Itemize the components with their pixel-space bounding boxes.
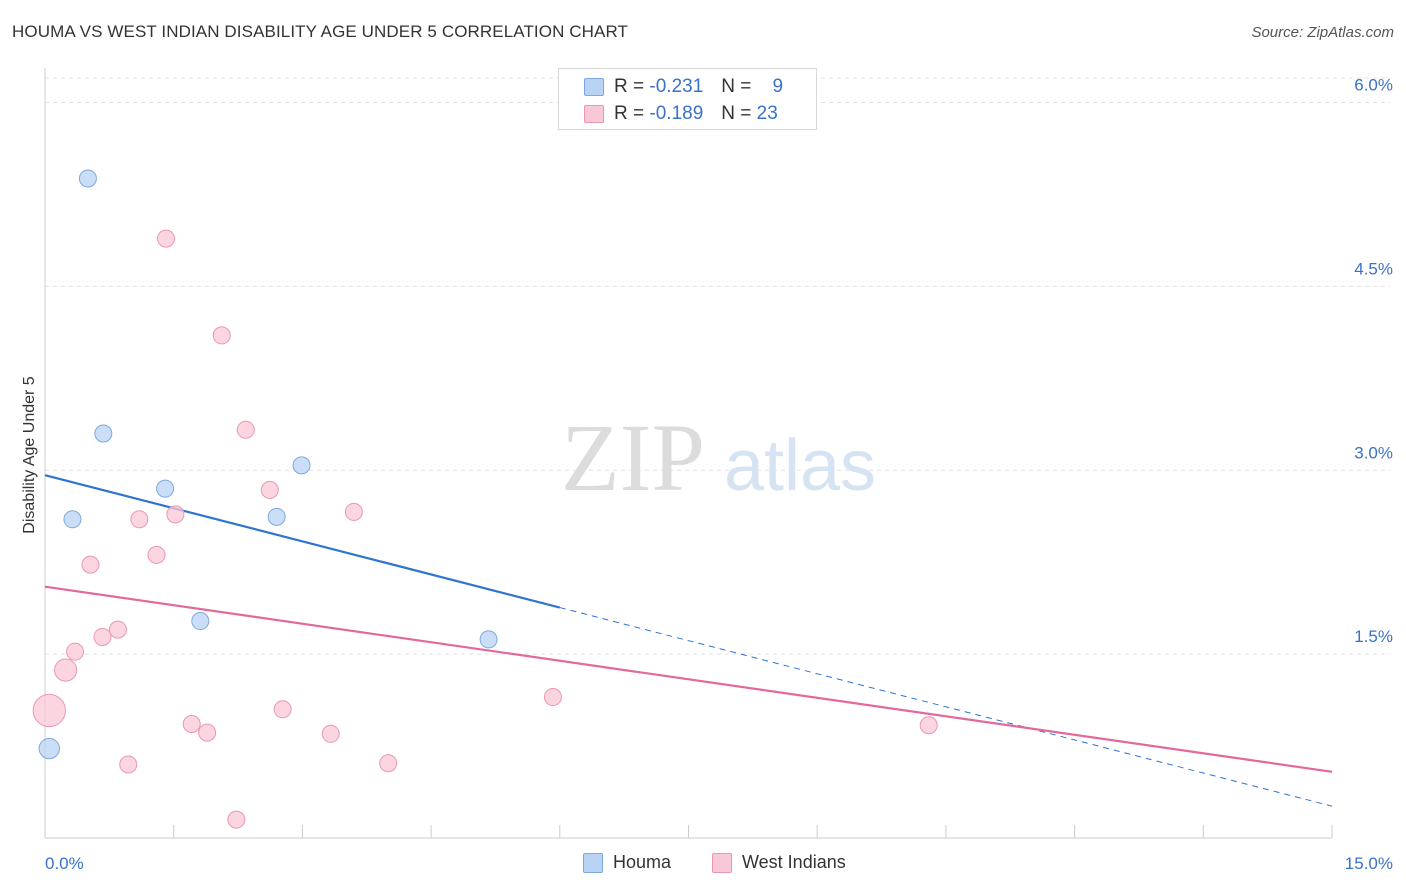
west-indians-point: [543, 688, 562, 707]
west-indians-point: [156, 229, 175, 248]
west-indians-point: [212, 326, 231, 345]
west-indians-point: [344, 502, 363, 521]
houma-r-label: R =: [614, 76, 645, 97]
bottom-legend-houma: Houma: [583, 852, 671, 873]
watermark-atlas: atlas: [724, 426, 876, 506]
x-tick-label-min: 0.0%: [45, 854, 84, 873]
west-indians-n-label: N =: [721, 103, 752, 124]
houma-point: [156, 479, 175, 498]
houma-point: [191, 612, 210, 631]
houma-point: [292, 456, 311, 475]
watermark-zip: ZIP: [561, 404, 705, 511]
west-indians-point: [166, 505, 185, 524]
west-indians-point: [54, 658, 78, 682]
west-indians-r-value: -0.189: [649, 103, 704, 124]
west-indians-point: [236, 420, 255, 439]
west-indians-point: [198, 723, 217, 742]
gridlines: [45, 77, 1390, 655]
west-indians-point: [108, 620, 127, 639]
west-indians-r-label: R =: [614, 103, 645, 124]
y-tick-label: 3.0%: [1354, 443, 1393, 462]
houma-point: [267, 507, 286, 526]
y-tick-label: 1.5%: [1354, 627, 1393, 646]
houma-swatch: [584, 78, 604, 96]
tick-labels: 1.5% 3.0% 4.5% 6.0% 0.0% 15.0%: [45, 76, 1393, 873]
houma-n-value: 9: [772, 76, 784, 97]
bottom-legend-west-indians: West Indians: [712, 852, 846, 873]
west-indians-point: [321, 724, 340, 743]
west-indians-point: [260, 480, 279, 499]
west-indians-point: [147, 545, 166, 564]
west-indians-point: [130, 510, 149, 529]
legend-row-west-indians: R = -0.189 N = 23: [584, 101, 778, 127]
west-indians-point: [81, 555, 100, 574]
houma-point: [94, 424, 113, 443]
west-indians-point: [273, 700, 292, 719]
houma-point: [78, 169, 97, 188]
legend-row-houma: R = -0.231 N = 9: [584, 74, 783, 100]
y-tick-label: 4.5%: [1354, 259, 1393, 278]
houma-point: [38, 737, 60, 760]
west-indians-point: [379, 754, 398, 773]
houma-n-label: N =: [721, 76, 752, 97]
west-indians-point: [32, 693, 66, 728]
houma-point: [479, 630, 498, 649]
west-indians-point: [919, 716, 938, 735]
west-indians-swatch: [584, 105, 604, 123]
west-indians-trend-line: [44, 585, 1333, 773]
houma-point: [63, 510, 82, 529]
correlation-legend: R = -0.231 N = 9 R = -0.189 N = 23: [558, 68, 817, 130]
west-indians-legend-label: West Indians: [742, 852, 846, 872]
houma-trend-extension: [559, 607, 1333, 807]
west-indians-point: [227, 810, 246, 829]
x-tick-label-max: 15.0%: [1345, 854, 1393, 873]
west-indians-point: [93, 627, 112, 646]
west-indians-point: [182, 715, 201, 733]
houma-r-value: -0.231: [649, 76, 704, 97]
houma-trend-line: [44, 474, 561, 609]
chart-title: HOUMA VS WEST INDIAN DISABILITY AGE UNDE…: [12, 22, 629, 41]
west-indians-point: [119, 755, 138, 774]
houma-legend-swatch: [583, 852, 603, 873]
west-indians-n-value: 23: [756, 103, 778, 124]
west-indians-point: [66, 642, 85, 661]
data-points: [32, 169, 938, 829]
west-indians-legend-swatch: [712, 852, 732, 873]
source-credit: Source: ZipAtlas.com: [1251, 24, 1394, 41]
trend-lines: [44, 474, 1333, 807]
houma-legend-label: Houma: [613, 852, 672, 872]
y-tick-label: 6.0%: [1354, 76, 1393, 95]
